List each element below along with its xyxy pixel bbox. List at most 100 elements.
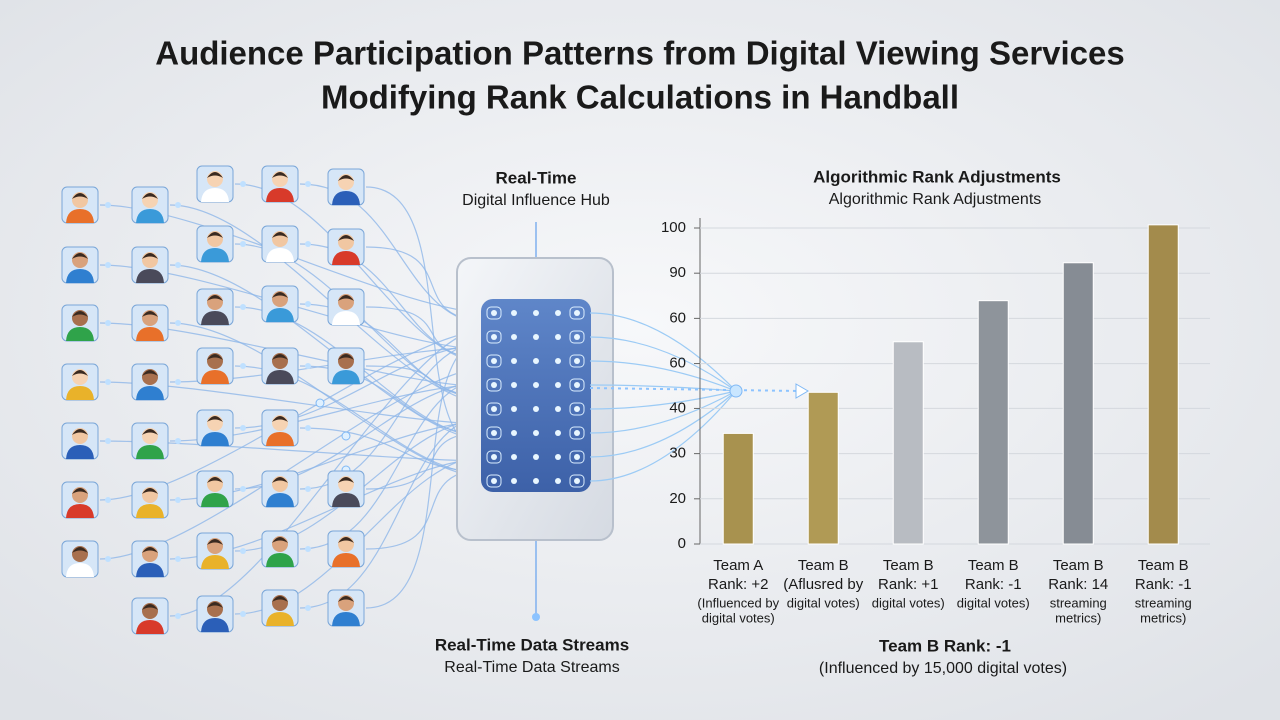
hub-dot — [555, 406, 561, 412]
hub-port — [569, 378, 585, 392]
x-tick-label: Rank: +1 — [878, 576, 938, 593]
x-tick-label: Team B — [798, 557, 849, 574]
avatar — [261, 409, 299, 447]
avatar-hair — [142, 370, 158, 376]
hub-dot — [533, 478, 539, 484]
avatar-hair — [207, 232, 223, 238]
avatar-hair — [272, 537, 288, 543]
hub-dot — [491, 454, 497, 460]
avatar-hair — [207, 539, 223, 545]
avatar — [131, 481, 169, 519]
streams-title: Real-Time Data Streams — [435, 635, 629, 654]
avatars — [61, 165, 365, 635]
avatar-body — [201, 555, 229, 569]
bar — [977, 300, 1009, 545]
hub-dot — [491, 382, 497, 388]
bar — [892, 341, 924, 545]
x-tick-label: digital votes) — [702, 610, 775, 625]
avatar — [61, 481, 99, 519]
avatar — [196, 409, 234, 447]
hub-dot — [533, 430, 539, 436]
x-tick-label: streaming — [1050, 595, 1107, 610]
hub-dot — [574, 334, 580, 340]
hub-dot — [533, 406, 539, 412]
x-tick-label: digital votes) — [957, 595, 1030, 610]
hub-port — [486, 378, 502, 392]
y-tick-label: 90 — [669, 264, 686, 281]
hub-dot — [574, 430, 580, 436]
avatar — [327, 168, 365, 206]
hub-dot — [574, 310, 580, 316]
avatar-body — [136, 327, 164, 341]
avatar — [131, 186, 169, 224]
avatar-hair — [72, 253, 88, 259]
avatar-body — [201, 618, 229, 632]
avatar-body — [136, 269, 164, 283]
hub-dot — [511, 358, 517, 364]
out-link — [589, 312, 737, 392]
avatar-body — [266, 553, 294, 567]
avatar-body — [66, 504, 94, 518]
x-tick-label: Team B — [1053, 557, 1104, 574]
hub-port — [486, 306, 502, 320]
link-node — [240, 181, 246, 187]
avatar-body — [266, 370, 294, 384]
x-tick-label: Team A — [713, 557, 763, 574]
avatar-body — [201, 311, 229, 325]
link-node — [105, 262, 111, 268]
avatar-body — [266, 612, 294, 626]
hub-dot — [491, 478, 497, 484]
avatar-hair — [72, 547, 88, 553]
hub-dot — [555, 358, 561, 364]
avatar-body — [201, 370, 229, 384]
link-node — [175, 262, 181, 268]
avatar-hair — [272, 354, 288, 360]
avatar-hair — [338, 596, 354, 602]
avatar — [196, 595, 234, 633]
avatar-body — [136, 504, 164, 518]
hub-dot — [555, 310, 561, 316]
link-node — [105, 202, 111, 208]
link-node — [240, 241, 246, 247]
avatar-hair — [142, 311, 158, 317]
x-tick-label: (Aflusred by — [783, 576, 864, 593]
avatar-body — [66, 563, 94, 577]
link-node — [305, 301, 311, 307]
x-tick-label: streaming — [1135, 595, 1192, 610]
x-tick-label: digital votes) — [787, 595, 860, 610]
avatar — [61, 246, 99, 284]
avatar — [196, 532, 234, 570]
avatar-hair — [207, 172, 223, 178]
link-node — [305, 605, 311, 611]
avatar — [327, 530, 365, 568]
hub-dot — [511, 310, 517, 316]
avatar-body — [332, 493, 360, 507]
avatar — [196, 165, 234, 203]
avatar-hair — [142, 193, 158, 199]
avatar — [261, 285, 299, 323]
avatar-body — [136, 563, 164, 577]
avatar-hair — [272, 232, 288, 238]
avatar-body — [266, 188, 294, 202]
hub-port — [569, 354, 585, 368]
out-link — [589, 390, 737, 434]
avatar — [261, 530, 299, 568]
avatar — [131, 363, 169, 401]
hub-dot — [511, 334, 517, 340]
link-node — [105, 497, 111, 503]
avatar-hair — [142, 547, 158, 553]
hub-dot — [555, 454, 561, 460]
x-tick-label: Team B — [968, 557, 1019, 574]
y-tick-label: 40 — [669, 399, 686, 416]
x-tick-label: metrics) — [1140, 610, 1186, 625]
avatar-body — [201, 493, 229, 507]
avatar-body — [136, 445, 164, 459]
hub-dot — [491, 334, 497, 340]
out-link — [589, 390, 737, 482]
avatar — [196, 470, 234, 508]
avatar — [131, 540, 169, 578]
avatar — [131, 304, 169, 342]
avatar-hair — [207, 416, 223, 422]
hub-dot — [555, 430, 561, 436]
hub-dot — [511, 382, 517, 388]
